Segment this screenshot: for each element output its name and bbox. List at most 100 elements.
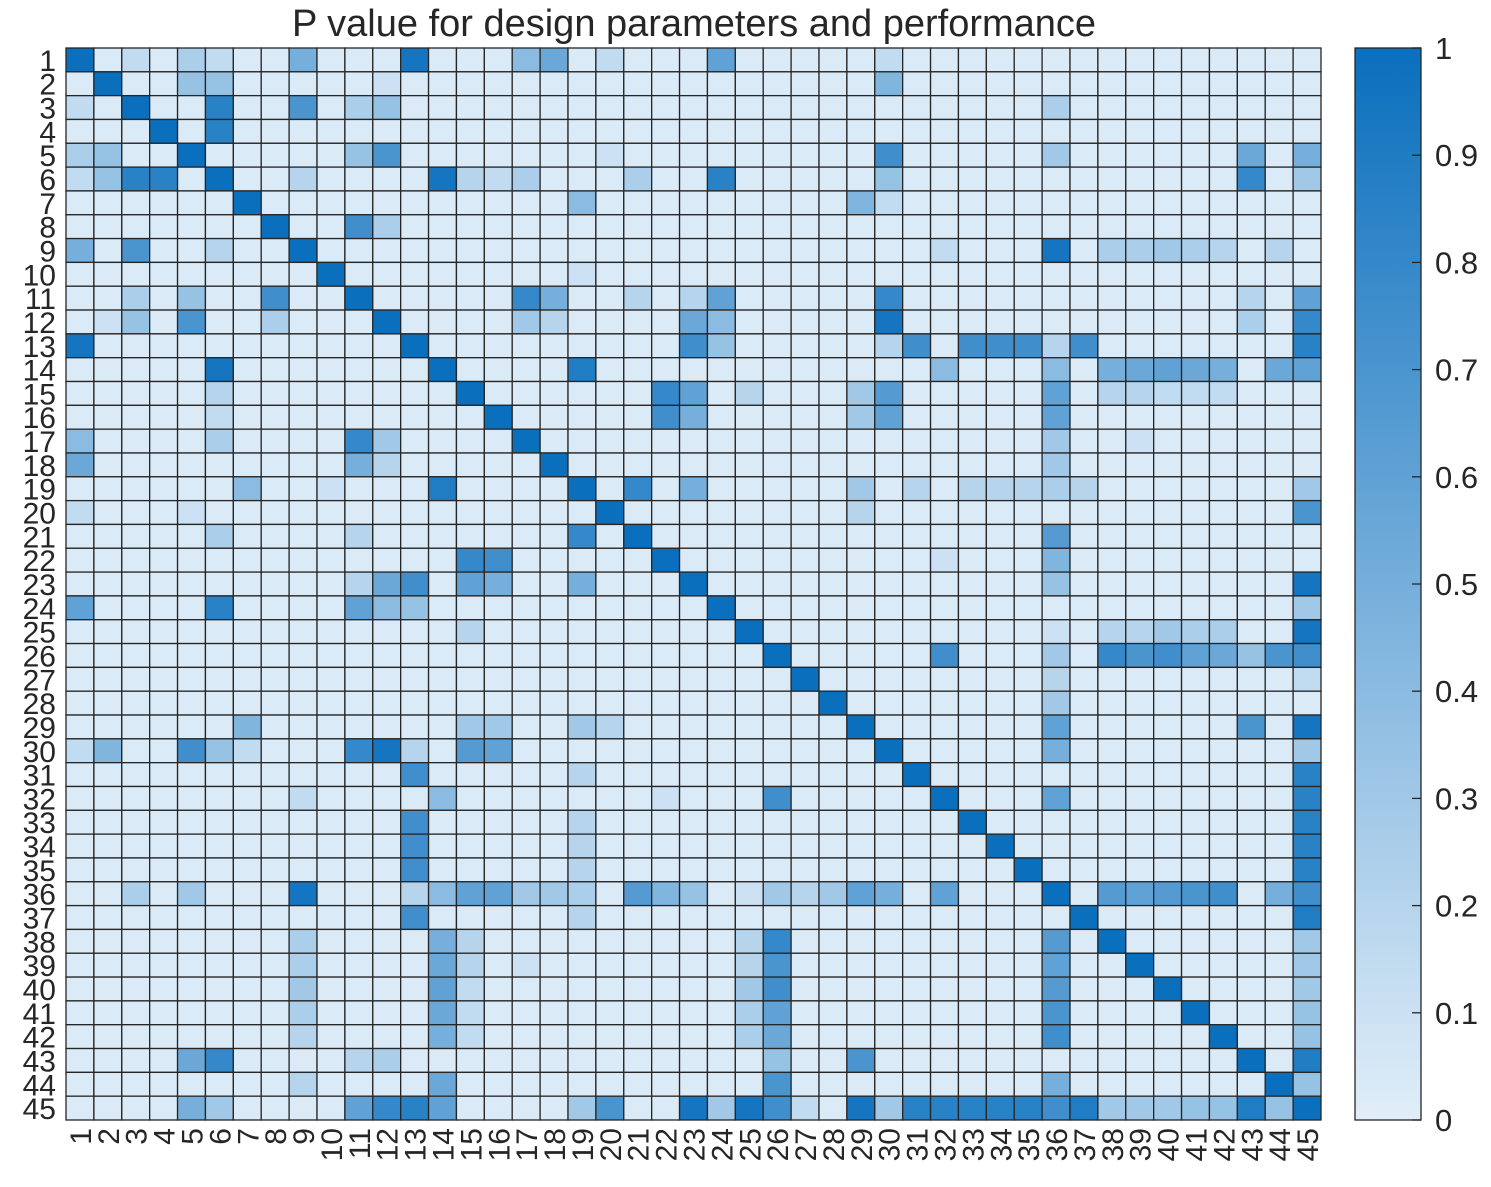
heatmap-cell xyxy=(176,333,207,359)
heatmap-cell xyxy=(93,619,123,645)
heatmap-cell xyxy=(957,166,987,192)
heatmap-cell xyxy=(623,976,653,1002)
heatmap-cell xyxy=(651,1000,681,1026)
heatmap-cell xyxy=(567,523,597,549)
heatmap-cell xyxy=(567,976,597,1002)
y-tick-label: 12 xyxy=(23,307,56,340)
heatmap-cell xyxy=(623,333,653,359)
heatmap-cell xyxy=(902,690,932,716)
heatmap-cell xyxy=(874,71,904,97)
heatmap-cell xyxy=(1264,285,1294,311)
heatmap-cell xyxy=(678,595,709,621)
heatmap-cell xyxy=(288,214,318,240)
heatmap-cell xyxy=(372,1047,402,1074)
heatmap-cell xyxy=(1180,833,1211,859)
heatmap-cell xyxy=(65,690,95,716)
heatmap-cell xyxy=(316,547,346,573)
heatmap-cell xyxy=(232,523,262,549)
heatmap-cell xyxy=(957,642,987,669)
heatmap-cell xyxy=(121,237,151,264)
heatmap-cell xyxy=(846,190,876,216)
heatmap-cell xyxy=(874,642,904,669)
heatmap-cell xyxy=(706,357,736,383)
heatmap-cell xyxy=(511,690,541,716)
heatmap-cell xyxy=(65,904,95,931)
heatmap-cell xyxy=(567,309,597,335)
heatmap-cell xyxy=(204,666,234,692)
heatmap-cell xyxy=(1013,499,1043,526)
heatmap-cell xyxy=(595,642,625,669)
heatmap-cell xyxy=(511,785,541,811)
heatmap-cell xyxy=(818,571,848,597)
heatmap-cell xyxy=(121,595,151,621)
heatmap-cell xyxy=(539,619,569,645)
heatmap-cell xyxy=(1208,571,1238,597)
heatmap-cell xyxy=(316,404,346,430)
heatmap-cell xyxy=(260,1047,290,1074)
heatmap-cell xyxy=(149,738,179,764)
heatmap-cell xyxy=(846,976,876,1002)
heatmap-cell xyxy=(121,738,151,764)
heatmap-cell xyxy=(344,261,374,287)
heatmap-cell xyxy=(539,1000,569,1026)
heatmap-cell xyxy=(1153,714,1183,740)
heatmap-cell xyxy=(455,642,485,669)
y-tick-label: 1 xyxy=(39,45,56,78)
heatmap-cell xyxy=(372,261,402,287)
heatmap-cell xyxy=(985,833,1015,859)
heatmap-cell xyxy=(846,380,876,406)
heatmap-cell xyxy=(1208,595,1238,621)
heatmap-cell xyxy=(427,1095,458,1121)
heatmap-cell xyxy=(316,309,346,335)
heatmap-cell xyxy=(121,357,151,383)
heatmap-cell xyxy=(623,142,653,168)
heatmap-cell xyxy=(1069,881,1099,907)
heatmap-cell xyxy=(204,47,234,73)
heatmap-cell xyxy=(790,595,820,621)
heatmap-cell xyxy=(567,1024,597,1050)
heatmap-cell xyxy=(623,71,653,97)
heatmap-cell xyxy=(1153,904,1183,931)
heatmap-cell xyxy=(734,785,764,811)
heatmap-cell xyxy=(595,428,625,454)
heatmap-cell xyxy=(1208,47,1238,73)
heatmap-cell xyxy=(511,404,541,430)
heatmap-cell xyxy=(344,452,374,478)
heatmap-cell xyxy=(1208,357,1238,383)
heatmap-cell xyxy=(623,47,653,73)
heatmap-cell xyxy=(929,833,960,859)
y-tick-label: 30 xyxy=(23,736,56,769)
heatmap-cell xyxy=(1264,738,1294,764)
heatmap-cell xyxy=(1292,47,1322,73)
heatmap-cell xyxy=(455,190,485,216)
heatmap-cell xyxy=(93,857,123,883)
heatmap-cell xyxy=(149,547,179,573)
heatmap-cell xyxy=(121,857,151,883)
heatmap-cell xyxy=(929,452,960,478)
heatmap-cell xyxy=(232,190,262,216)
heatmap-cell xyxy=(455,309,485,335)
heatmap-cell xyxy=(400,571,430,597)
heatmap-cell xyxy=(623,166,653,192)
heatmap-cell xyxy=(204,619,234,645)
x-tick-label: 1 xyxy=(65,1128,98,1145)
heatmap-cell xyxy=(483,1000,513,1026)
heatmap-cell xyxy=(846,595,876,621)
heatmap-cell xyxy=(1208,928,1238,954)
heatmap-cell xyxy=(818,285,848,311)
heatmap-cell xyxy=(678,762,709,788)
x-tick-label: 44 xyxy=(1264,1128,1297,1161)
heatmap-cell xyxy=(1125,881,1155,907)
heatmap-cell xyxy=(595,619,625,645)
heatmap-cell xyxy=(846,47,876,73)
heatmap-cell xyxy=(651,666,681,692)
heatmap-cell xyxy=(1125,47,1155,73)
heatmap-cell xyxy=(372,476,402,502)
heatmap-cell xyxy=(902,857,932,883)
heatmap-cell xyxy=(567,952,597,978)
heatmap-cell xyxy=(874,619,904,645)
heatmap-cell xyxy=(232,71,262,97)
heatmap-cell xyxy=(1153,833,1183,859)
heatmap-cell xyxy=(260,1071,290,1097)
heatmap-cell xyxy=(176,762,207,788)
